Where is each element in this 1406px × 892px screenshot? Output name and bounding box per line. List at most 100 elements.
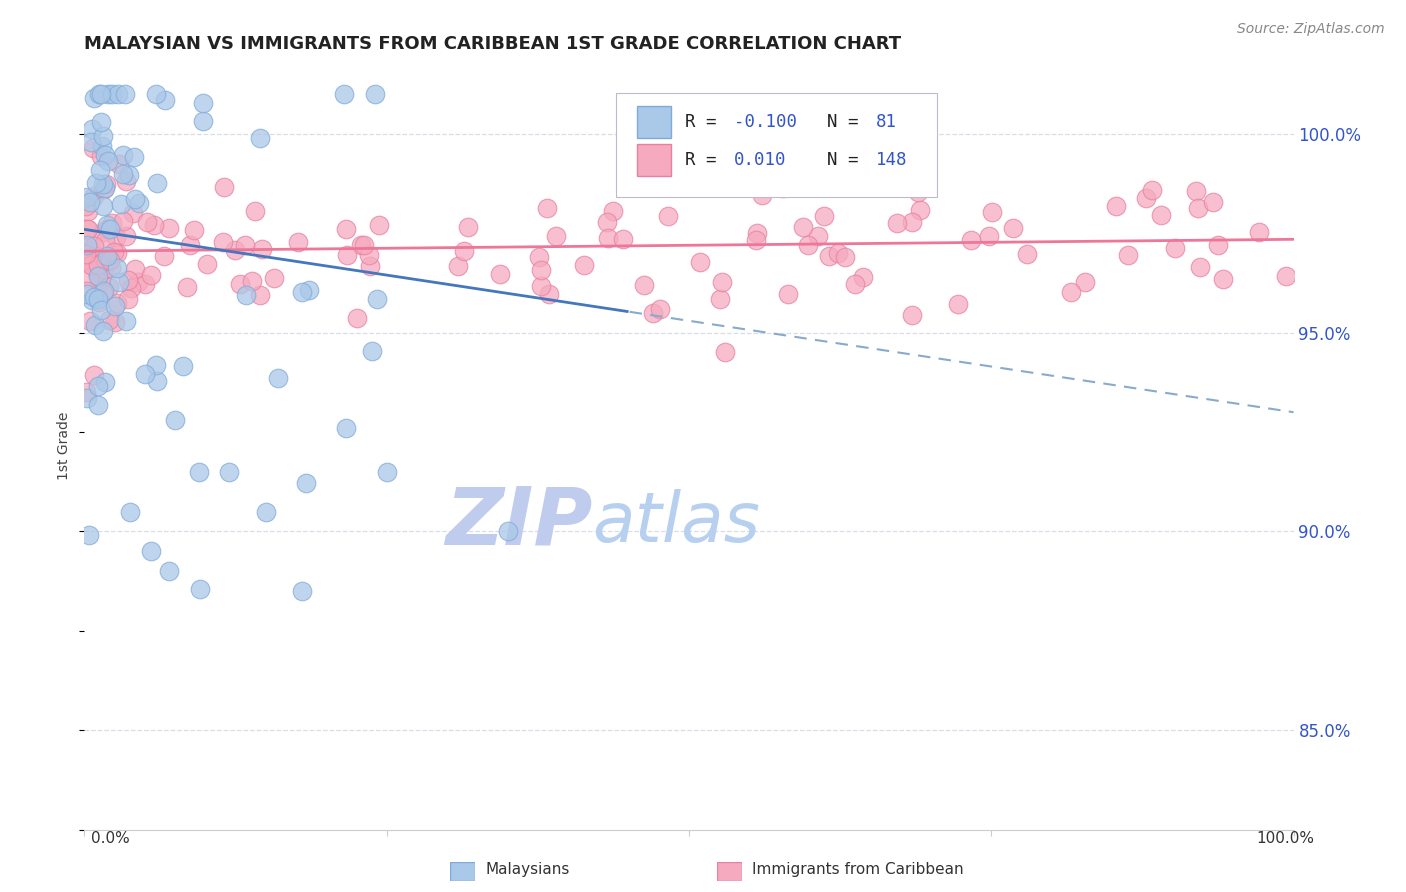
Point — [103, 315, 125, 329]
Point — [120, 505, 142, 519]
Point — [792, 220, 814, 235]
Text: Malaysians: Malaysians — [485, 863, 569, 877]
Point — [350, 238, 373, 252]
Point — [249, 131, 271, 145]
Point — [901, 215, 924, 229]
Point — [80, 135, 103, 149]
Point — [114, 229, 136, 244]
Point — [75, 252, 97, 266]
Point — [91, 285, 114, 300]
Point — [75, 200, 97, 214]
Text: Immigrants from Caribbean: Immigrants from Caribbean — [752, 863, 965, 877]
Point — [94, 234, 117, 248]
Point — [263, 270, 285, 285]
Point — [602, 204, 624, 219]
Point — [908, 202, 931, 217]
Point — [145, 358, 167, 372]
Point — [1202, 194, 1225, 209]
Point — [176, 280, 198, 294]
Text: ZIP: ZIP — [444, 483, 592, 562]
Point — [97, 87, 120, 102]
Point — [546, 228, 568, 243]
Point — [1074, 275, 1097, 289]
Text: 148: 148 — [876, 151, 908, 169]
Point — [134, 367, 156, 381]
Point — [361, 343, 384, 358]
Point — [107, 87, 129, 102]
Point — [179, 237, 201, 252]
Point — [89, 162, 111, 177]
Point — [83, 368, 105, 382]
Point — [214, 180, 236, 194]
Point — [91, 199, 114, 213]
Point — [79, 240, 101, 254]
Point — [335, 222, 357, 236]
Point — [155, 93, 177, 107]
Point — [254, 505, 277, 519]
Point — [1163, 241, 1185, 255]
Point — [1187, 202, 1209, 216]
Point — [107, 275, 129, 289]
Point — [596, 215, 619, 229]
Point — [84, 176, 107, 190]
Point — [488, 268, 510, 282]
Y-axis label: 1st Grade: 1st Grade — [58, 412, 72, 480]
Point — [101, 87, 124, 102]
Point — [117, 168, 139, 182]
Point — [267, 370, 290, 384]
Point — [117, 273, 139, 287]
Point — [122, 206, 145, 220]
Point — [245, 203, 267, 218]
Point — [117, 293, 139, 307]
Point — [817, 249, 839, 263]
Point — [886, 217, 908, 231]
Point — [709, 293, 731, 307]
Point — [97, 154, 120, 169]
Point — [87, 265, 110, 279]
Point — [105, 229, 128, 244]
Point — [76, 237, 98, 252]
Point — [87, 268, 110, 283]
Point — [364, 87, 387, 102]
Point — [112, 148, 135, 162]
Text: atlas: atlas — [592, 489, 761, 557]
Point — [90, 87, 112, 102]
Point — [89, 276, 111, 290]
Point — [103, 245, 125, 260]
Point — [96, 218, 118, 232]
Point — [96, 221, 118, 235]
Point — [124, 192, 146, 206]
Point — [527, 250, 550, 264]
Point — [641, 306, 664, 320]
Point — [335, 421, 357, 435]
Point — [447, 259, 470, 273]
Point — [76, 287, 98, 301]
Text: Source: ZipAtlas.com: Source: ZipAtlas.com — [1237, 22, 1385, 37]
Point — [823, 175, 845, 189]
Point — [172, 359, 194, 374]
Point — [537, 287, 560, 301]
Point — [90, 149, 112, 163]
Point — [83, 239, 105, 253]
Point — [346, 310, 368, 325]
FancyBboxPatch shape — [616, 93, 936, 197]
Point — [93, 182, 115, 196]
Point — [834, 250, 856, 264]
Point — [94, 376, 117, 390]
Point — [250, 242, 273, 256]
Point — [689, 254, 711, 268]
Point — [122, 150, 145, 164]
Text: N =: N = — [806, 151, 869, 169]
Point — [751, 187, 773, 202]
Point — [907, 185, 929, 199]
Point — [1140, 182, 1163, 196]
Point — [76, 391, 98, 405]
Point — [145, 87, 167, 102]
Point — [287, 235, 309, 249]
Point — [80, 258, 103, 272]
Point — [657, 209, 679, 223]
Point — [75, 246, 97, 260]
Point — [90, 115, 112, 129]
Point — [291, 285, 314, 299]
Point — [108, 157, 131, 171]
